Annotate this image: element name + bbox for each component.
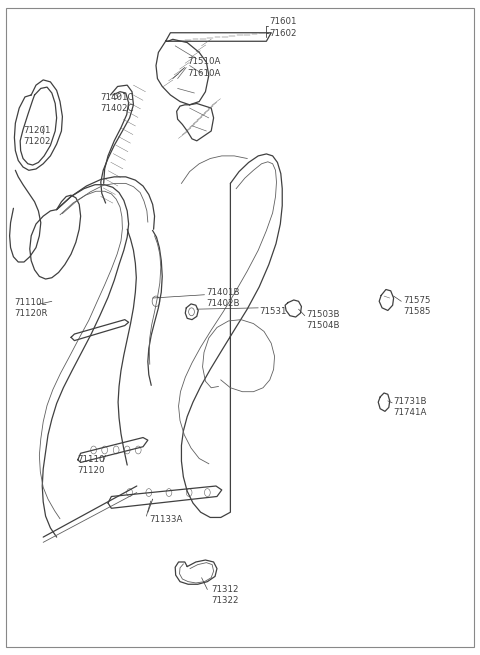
Text: 71601
71602: 71601 71602 xyxy=(269,18,296,37)
Text: 71201
71202: 71201 71202 xyxy=(23,126,50,145)
Text: 71531: 71531 xyxy=(259,307,287,316)
Text: 71312
71322: 71312 71322 xyxy=(211,585,239,605)
Text: 71510A
71610A: 71510A 71610A xyxy=(187,58,221,77)
Text: 71503B
71504B: 71503B 71504B xyxy=(306,310,340,329)
Text: 71575
71585: 71575 71585 xyxy=(403,296,431,316)
Text: 71401C
71402C: 71401C 71402C xyxy=(100,93,133,113)
Text: 71110
71120: 71110 71120 xyxy=(77,455,104,475)
Text: 71133A: 71133A xyxy=(149,515,182,524)
Text: 71401B
71402B: 71401B 71402B xyxy=(206,288,240,308)
Text: 71731B
71741A: 71731B 71741A xyxy=(394,398,427,417)
Text: 71110L
71120R: 71110L 71120R xyxy=(14,298,48,318)
